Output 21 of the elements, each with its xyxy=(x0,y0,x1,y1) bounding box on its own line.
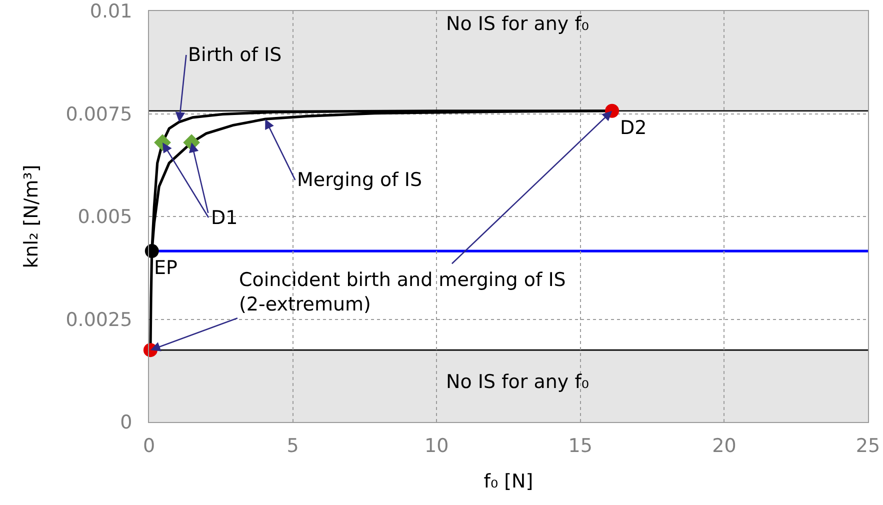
y-axis-title: knl₂ [N/m³] xyxy=(20,164,43,268)
x-tick-label: 15 xyxy=(568,434,592,457)
annotation: D2 xyxy=(620,117,647,139)
y-tick-label: 0 xyxy=(120,412,132,434)
x-tick-label: 25 xyxy=(856,434,880,457)
x-tick-label: 5 xyxy=(286,434,299,457)
annotation: Coincident birth and merging of IS (2-extremum) xyxy=(239,269,566,316)
band-label: No IS for any f₀ xyxy=(446,371,590,393)
x-axis-title: f₀ [N] xyxy=(484,470,534,493)
annotation: EP xyxy=(154,257,178,279)
y-tick-label: 0.005 xyxy=(78,206,132,228)
annotation: D1 xyxy=(211,207,238,229)
y-tick-label: 0.01 xyxy=(90,0,132,23)
x-tick-label: 10 xyxy=(424,434,449,457)
annotation: Birth of IS xyxy=(188,44,282,66)
x-tick-label: 20 xyxy=(712,434,736,457)
x-tick-label: 0 xyxy=(142,434,156,457)
annotation: Merging of IS xyxy=(297,169,422,191)
y-tick-label: 0.0025 xyxy=(66,308,132,331)
y-tick-label: 0.0075 xyxy=(66,103,132,126)
band-label: No IS for any f₀ xyxy=(446,13,590,35)
